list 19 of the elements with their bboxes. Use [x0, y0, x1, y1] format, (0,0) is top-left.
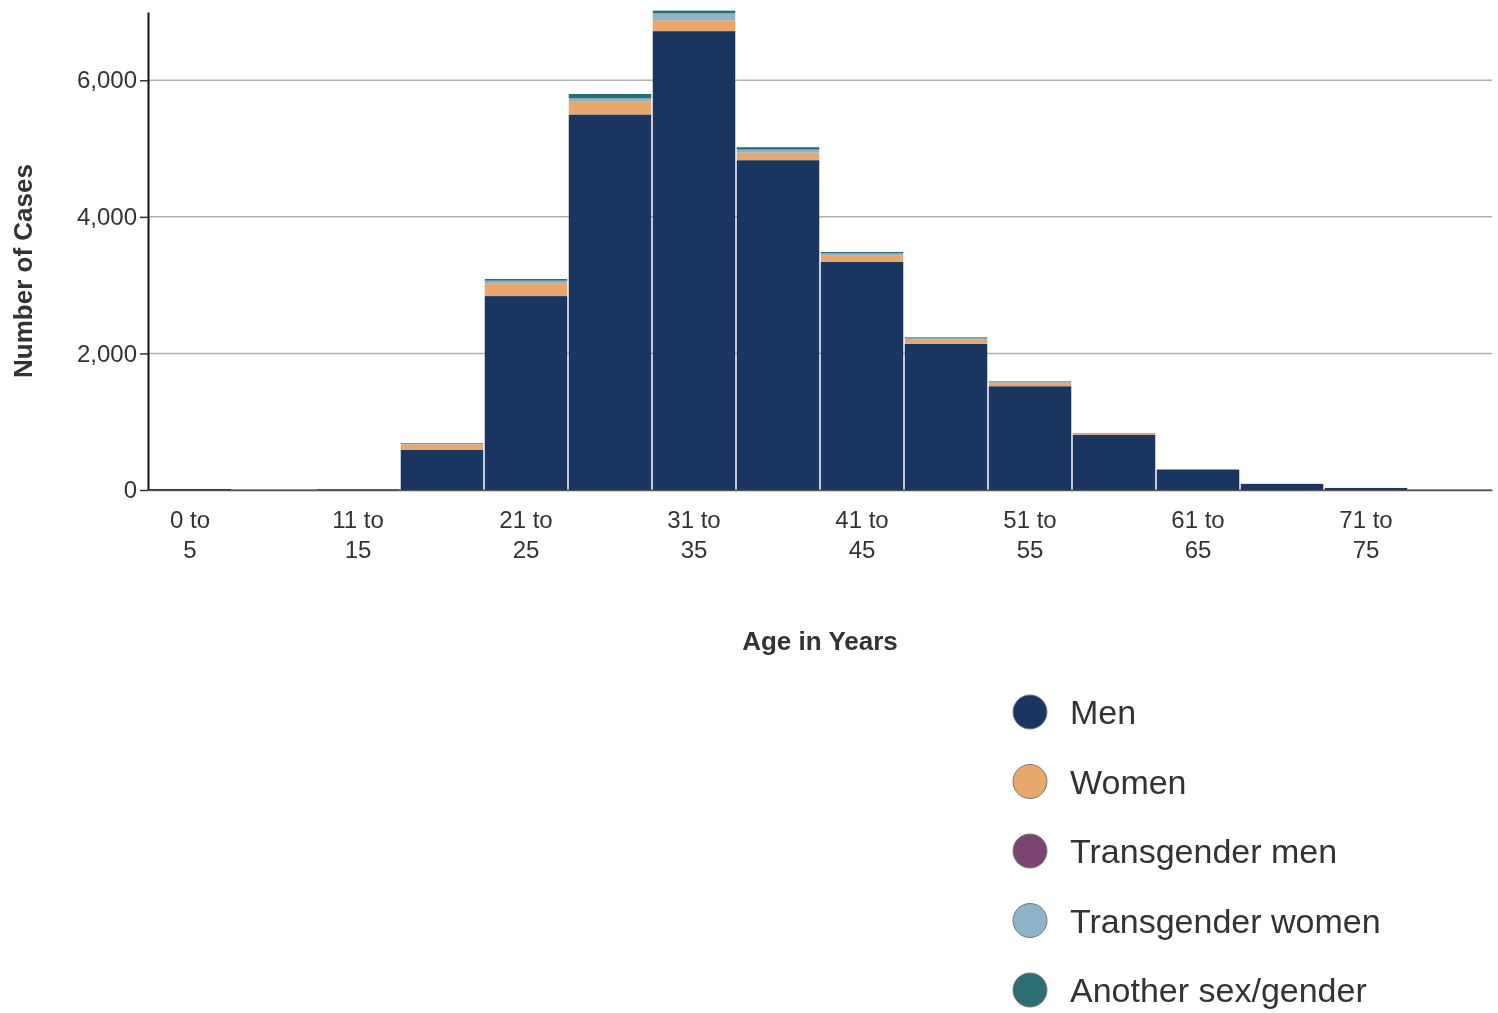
- x-tick-label: 31 to 35: [667, 506, 721, 563]
- legend-label: Men: [1070, 693, 1137, 731]
- y-tick-label: 4,000: [76, 203, 137, 231]
- x-tick-label: 41 to 45: [835, 506, 889, 563]
- x-tick-label: 11 to 15: [332, 506, 384, 563]
- legend-label: Transgender women: [1070, 901, 1381, 940]
- x-axis-title: Age in Years: [742, 626, 898, 656]
- x-tick-label: 61 to 65: [1171, 506, 1225, 563]
- x-tick-label: 51 to 55: [1003, 506, 1057, 563]
- y-tick-label: 6,000: [76, 66, 137, 94]
- x-tick-label: 21 to 25: [499, 506, 553, 563]
- y-tick-label: 0: [123, 476, 137, 504]
- legend-label: Transgender men: [1070, 832, 1338, 870]
- x-tick-label: 0 to 5: [169, 506, 211, 563]
- y-tick-label: 2,000: [76, 339, 137, 367]
- legend-label: Another sex/gender: [1070, 971, 1367, 1009]
- legend-label: Women: [1070, 762, 1187, 801]
- y-axis-title: Number of Cases: [8, 164, 38, 378]
- x-tick-label: 71 to 75: [1339, 506, 1393, 563]
